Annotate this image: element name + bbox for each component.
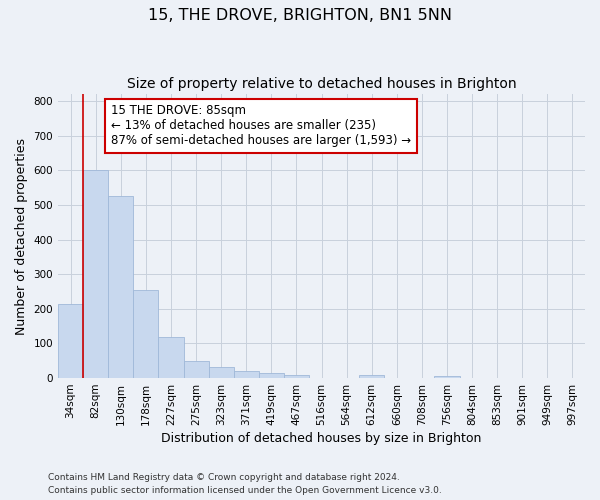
Bar — [158, 337, 184, 378]
Bar — [233, 371, 259, 378]
Bar — [83, 170, 108, 378]
Title: Size of property relative to detached houses in Brighton: Size of property relative to detached ho… — [127, 78, 517, 92]
Bar — [209, 366, 233, 378]
Bar — [58, 304, 83, 378]
Bar — [359, 374, 384, 378]
Text: Contains public sector information licensed under the Open Government Licence v3: Contains public sector information licen… — [48, 486, 442, 495]
Bar — [133, 290, 158, 378]
Text: 15, THE DROVE, BRIGHTON, BN1 5NN: 15, THE DROVE, BRIGHTON, BN1 5NN — [148, 8, 452, 22]
Bar — [434, 376, 460, 378]
Y-axis label: Number of detached properties: Number of detached properties — [15, 138, 28, 334]
X-axis label: Distribution of detached houses by size in Brighton: Distribution of detached houses by size … — [161, 432, 482, 445]
Text: Contains HM Land Registry data © Crown copyright and database right 2024.: Contains HM Land Registry data © Crown c… — [48, 472, 400, 482]
Bar — [108, 196, 133, 378]
Bar — [284, 376, 309, 378]
Bar — [259, 373, 284, 378]
Bar — [184, 361, 209, 378]
Text: 15 THE DROVE: 85sqm
← 13% of detached houses are smaller (235)
87% of semi-detac: 15 THE DROVE: 85sqm ← 13% of detached ho… — [111, 104, 411, 148]
